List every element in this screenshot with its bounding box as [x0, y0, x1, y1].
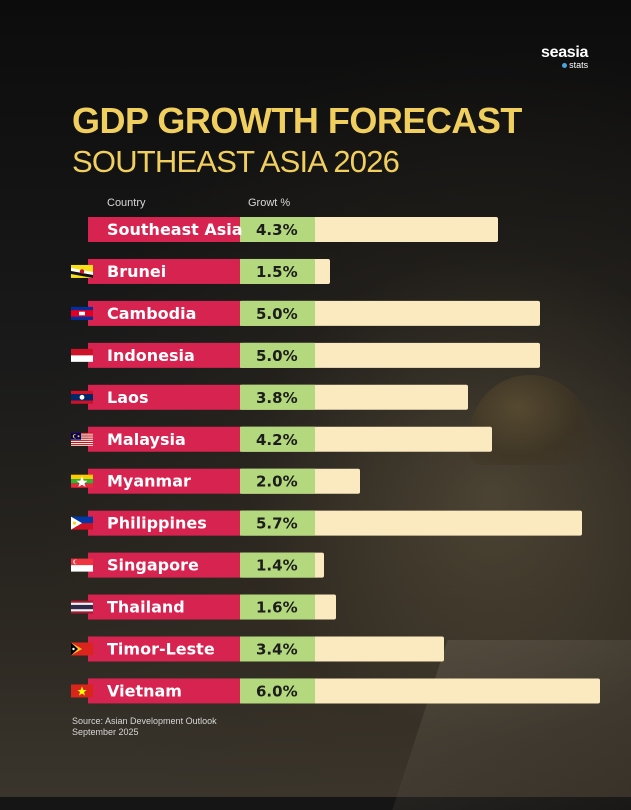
- category-label-southeast-asia: Southeast Asia: [107, 220, 243, 239]
- data-label-southeast-asia: 4.3%: [256, 221, 298, 239]
- category-label-vietnam: Vietnam: [107, 681, 182, 700]
- bar-row-thailand: Thailand 1.6%: [71, 594, 336, 620]
- brand-logo: seasia stats: [541, 44, 588, 70]
- brand-sub: stats: [541, 60, 588, 70]
- chart-title: GDP GROWTH FORECAST: [72, 100, 522, 141]
- category-label-philippines: Philippines: [107, 514, 207, 533]
- value-cell-laos: [240, 384, 315, 410]
- bar-row-laos: Laos 3.8%: [71, 384, 468, 410]
- source-line-1: Source: Asian Development Outlook: [72, 716, 217, 726]
- category-label-timor-leste: Timor-Leste: [107, 640, 215, 659]
- myanmar-flag-icon: [71, 474, 93, 488]
- country-cell-cambodia: [88, 300, 240, 326]
- philippines-flag-icon: [71, 516, 93, 530]
- brand-name: seasia: [541, 44, 589, 61]
- value-cell-timor-leste: [240, 636, 315, 662]
- country-cell-timor-leste: [88, 636, 240, 662]
- singapore-flag-icon: [71, 558, 93, 572]
- value-cell-thailand: [240, 594, 315, 620]
- category-label-brunei: Brunei: [107, 262, 166, 281]
- laos-flag-icon: [71, 390, 93, 404]
- value-cell-southeast-asia: [240, 217, 315, 242]
- data-label-laos: 3.8%: [256, 389, 298, 407]
- vietnam-flag-icon: [71, 684, 93, 698]
- cambodia-flag-icon: [71, 306, 93, 320]
- bar-row-timor-leste: Timor-Leste 3.4%: [71, 636, 444, 662]
- country-cell-vietnam: [88, 678, 240, 704]
- data-label-cambodia: 5.0%: [256, 305, 298, 323]
- data-label-singapore: 1.4%: [256, 557, 298, 575]
- category-label-cambodia: Cambodia: [107, 304, 196, 323]
- bar-philippines: [240, 510, 582, 536]
- data-label-thailand: 1.6%: [256, 599, 298, 617]
- value-cell-singapore: [240, 552, 315, 578]
- data-label-timor-leste: 3.4%: [256, 641, 298, 659]
- bar-row-myanmar: Myanmar 2.0%: [71, 468, 360, 494]
- country-cell-brunei: [88, 258, 240, 284]
- value-cell-philippines: [240, 510, 315, 536]
- data-label-brunei: 1.5%: [256, 263, 298, 281]
- country-cell-southeast-asia: [88, 217, 240, 242]
- data-label-malaysia: 4.2%: [256, 431, 298, 449]
- country-cell-singapore: [88, 552, 240, 578]
- value-cell-malaysia: [240, 426, 315, 452]
- bar-row-vietnam: Vietnam 6.0%: [71, 678, 600, 704]
- country-cell-philippines: [88, 510, 240, 536]
- data-label-myanmar: 2.0%: [256, 473, 298, 491]
- brand-sub-text: stats: [569, 60, 589, 70]
- brunei-flag-icon: [71, 264, 93, 278]
- bar-row-brunei: Brunei 1.5%: [71, 258, 330, 284]
- country-cell-thailand: [88, 594, 240, 620]
- malaysia-flag-icon: [71, 432, 93, 446]
- thailand-flag-icon: [71, 600, 93, 614]
- category-label-singapore: Singapore: [107, 556, 199, 575]
- indonesia-flag-icon: [71, 348, 93, 362]
- value-cell-brunei: [240, 258, 315, 284]
- bar-row-malaysia: Malaysia 4.2%: [71, 426, 492, 452]
- data-label-vietnam: 6.0%: [256, 682, 298, 700]
- brand-dot-icon: [562, 63, 568, 69]
- category-label-malaysia: Malaysia: [107, 430, 186, 449]
- country-cell-myanmar: [88, 468, 240, 494]
- value-cell-vietnam: [240, 678, 315, 704]
- category-label-myanmar: Myanmar: [107, 472, 191, 491]
- bar-row-southeast-asia: Southeast Asia 4.3%: [88, 217, 498, 242]
- value-cell-indonesia: [240, 342, 315, 368]
- bar-row-cambodia: Cambodia 5.0%: [71, 300, 540, 326]
- data-label-philippines: 5.7%: [256, 515, 298, 533]
- value-cell-cambodia: [240, 300, 315, 326]
- data-label-indonesia: 5.0%: [256, 347, 298, 365]
- bar-vietnam: [240, 678, 600, 704]
- category-label-laos: Laos: [107, 388, 149, 407]
- category-label-thailand: Thailand: [107, 598, 185, 617]
- column-header-value: Growt %: [248, 197, 291, 209]
- value-cell-myanmar: [240, 468, 315, 494]
- timor-leste-flag-icon: [71, 642, 93, 656]
- country-cell-laos: [88, 384, 240, 410]
- column-header-country: Country: [107, 197, 146, 209]
- source-line-2: September 2025: [72, 727, 139, 737]
- chart-subtitle: SOUTHEAST ASIA 2026: [72, 144, 400, 179]
- bar-row-singapore: Singapore 1.4%: [71, 552, 324, 578]
- bar-row-philippines: Philippines 5.7%: [71, 510, 582, 536]
- category-label-indonesia: Indonesia: [107, 346, 195, 365]
- bar-row-indonesia: Indonesia 5.0%: [71, 342, 540, 368]
- country-cell-indonesia: [88, 342, 240, 368]
- country-cell-malaysia: [88, 426, 240, 452]
- source-note: Source: Asian Development Outlook Septem…: [72, 716, 217, 738]
